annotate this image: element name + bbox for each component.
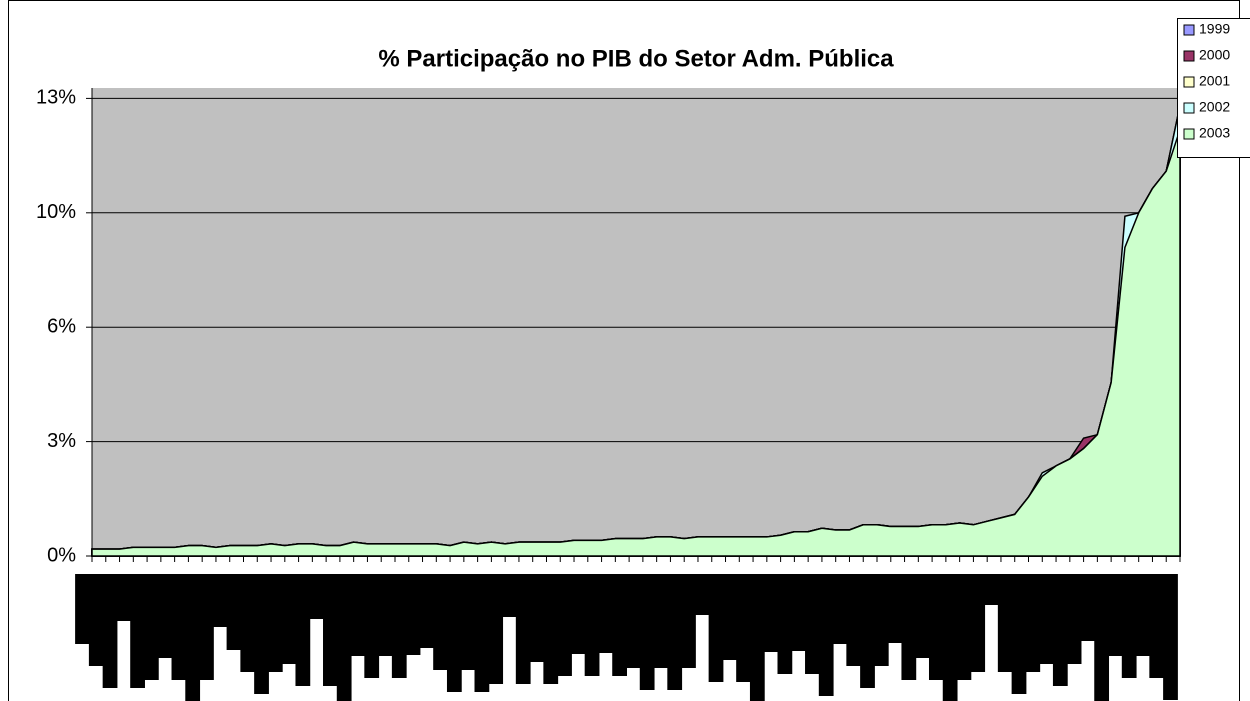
x-tick-label-block [130,574,145,688]
x-tick-label-block [860,574,875,688]
x-tick-label-block [832,574,848,644]
x-tick-label-block [460,574,476,670]
legend-swatch [1183,24,1195,36]
y-tick-label: 10% [36,201,76,223]
y-tick-label: 0% [47,544,76,566]
x-tick-label-block [1163,574,1178,700]
x-tick-label-block [295,574,311,686]
x-tick-label-block [543,574,559,684]
x-tick-label-block [405,574,421,655]
x-tick-label-block [653,574,669,668]
x-tick-label-block [584,574,600,676]
x-tick-label-block [1094,574,1110,701]
area [91,129,1181,557]
x-tick-label-block [529,574,545,662]
x-tick-label-block [1108,574,1123,656]
x-tick-label-block [336,574,352,701]
legend-label: 1999 [1199,21,1230,37]
x-tick-label-block [667,574,683,690]
legend-swatch [1183,76,1195,88]
x-tick-label-block [928,574,944,680]
x-tick-label-block [474,574,490,692]
x-tick-label-block [557,574,572,676]
x-tick-label-block [1052,574,1068,686]
x-tick-label-block [1149,574,1165,678]
chart-title: % Participação no PIB do Setor Adm. Públ… [378,45,894,72]
x-tick-label-block [226,574,242,650]
legend-swatch [1183,50,1195,62]
x-tick-label-block [873,574,889,666]
legend-label: 2000 [1199,47,1230,63]
x-tick-label-block [763,574,779,652]
x-tick-label-block [570,574,586,654]
x-tick-label-block [1011,574,1027,694]
legend-swatch [1183,102,1195,114]
x-tick-label-block [722,574,738,660]
x-tick-label-block [419,574,435,648]
x-tick-label-block [694,574,710,615]
y-tick-label: 6% [47,315,76,337]
x-tick-label-block [777,574,793,674]
x-tick-label-block [199,574,214,680]
x-tick-label-block [970,574,986,672]
x-tick-label-block [887,574,903,643]
x-tick-label-block [212,574,228,627]
x-tick-label-block [323,574,338,686]
x-tick-label-block [171,574,187,680]
x-tick-label-block [350,574,366,656]
x-tick-label-block [901,574,917,680]
x-tick-label-block [446,574,462,692]
legend-label: 2001 [1199,73,1230,89]
y-tick-label: 3% [47,430,76,452]
x-tick-label-block [1135,574,1151,656]
x-tick-label-block [956,574,972,680]
x-tick-label-block [749,574,765,701]
x-tick-label-block [75,574,90,644]
x-tick-label-block [818,574,834,696]
legend-swatch [1183,128,1195,140]
x-tick-label-block [1121,574,1137,678]
x-tick-label-block [1039,574,1054,664]
x-tick-label-block [185,574,201,701]
x-tick-label-block [267,574,283,672]
x-tick-label-block [612,574,627,676]
x-tick-label-block [88,574,104,666]
x-tick-label-block [708,574,724,682]
x-tick-label-block [805,574,820,674]
x-tick-label-block [1025,574,1041,672]
x-tick-label-block [378,574,393,656]
x-tick-label-block [1066,574,1082,664]
x-tick-label-block [281,574,297,664]
x-tick-label-block [433,574,448,670]
x-tick-label-block [157,574,173,658]
x-tick-label-block [791,574,807,651]
x-tick-label-block [309,574,325,619]
x-tick-label-block [1080,574,1096,641]
x-tick-label-block [915,574,930,658]
x-tick-label-block [984,574,999,605]
x-tick-label-block [488,574,504,684]
y-tick-label: 13% [36,87,76,109]
x-tick-label-block [116,574,132,621]
x-tick-label-block [736,574,751,682]
legend-label: 2003 [1199,125,1230,141]
x-tick-label-block [102,574,118,688]
x-tick-label-block [515,574,531,684]
x-tick-label-block [502,574,517,617]
x-tick-label-block [254,574,269,694]
x-tick-label-block [846,574,862,666]
x-tick-label-block [240,574,256,672]
x-tick-label-block [626,574,641,668]
x-tick-label-block [942,574,958,701]
x-tick-label-block [391,574,407,678]
x-tick-label-block [681,574,696,668]
x-tick-label-block [598,574,614,653]
x-tick-label-block [364,574,380,678]
x-tick-label-block [997,574,1013,672]
plot-area [92,88,1180,556]
x-tick-label-block [143,574,159,680]
legend-label: 2002 [1199,99,1230,115]
x-tick-label-block [639,574,655,690]
